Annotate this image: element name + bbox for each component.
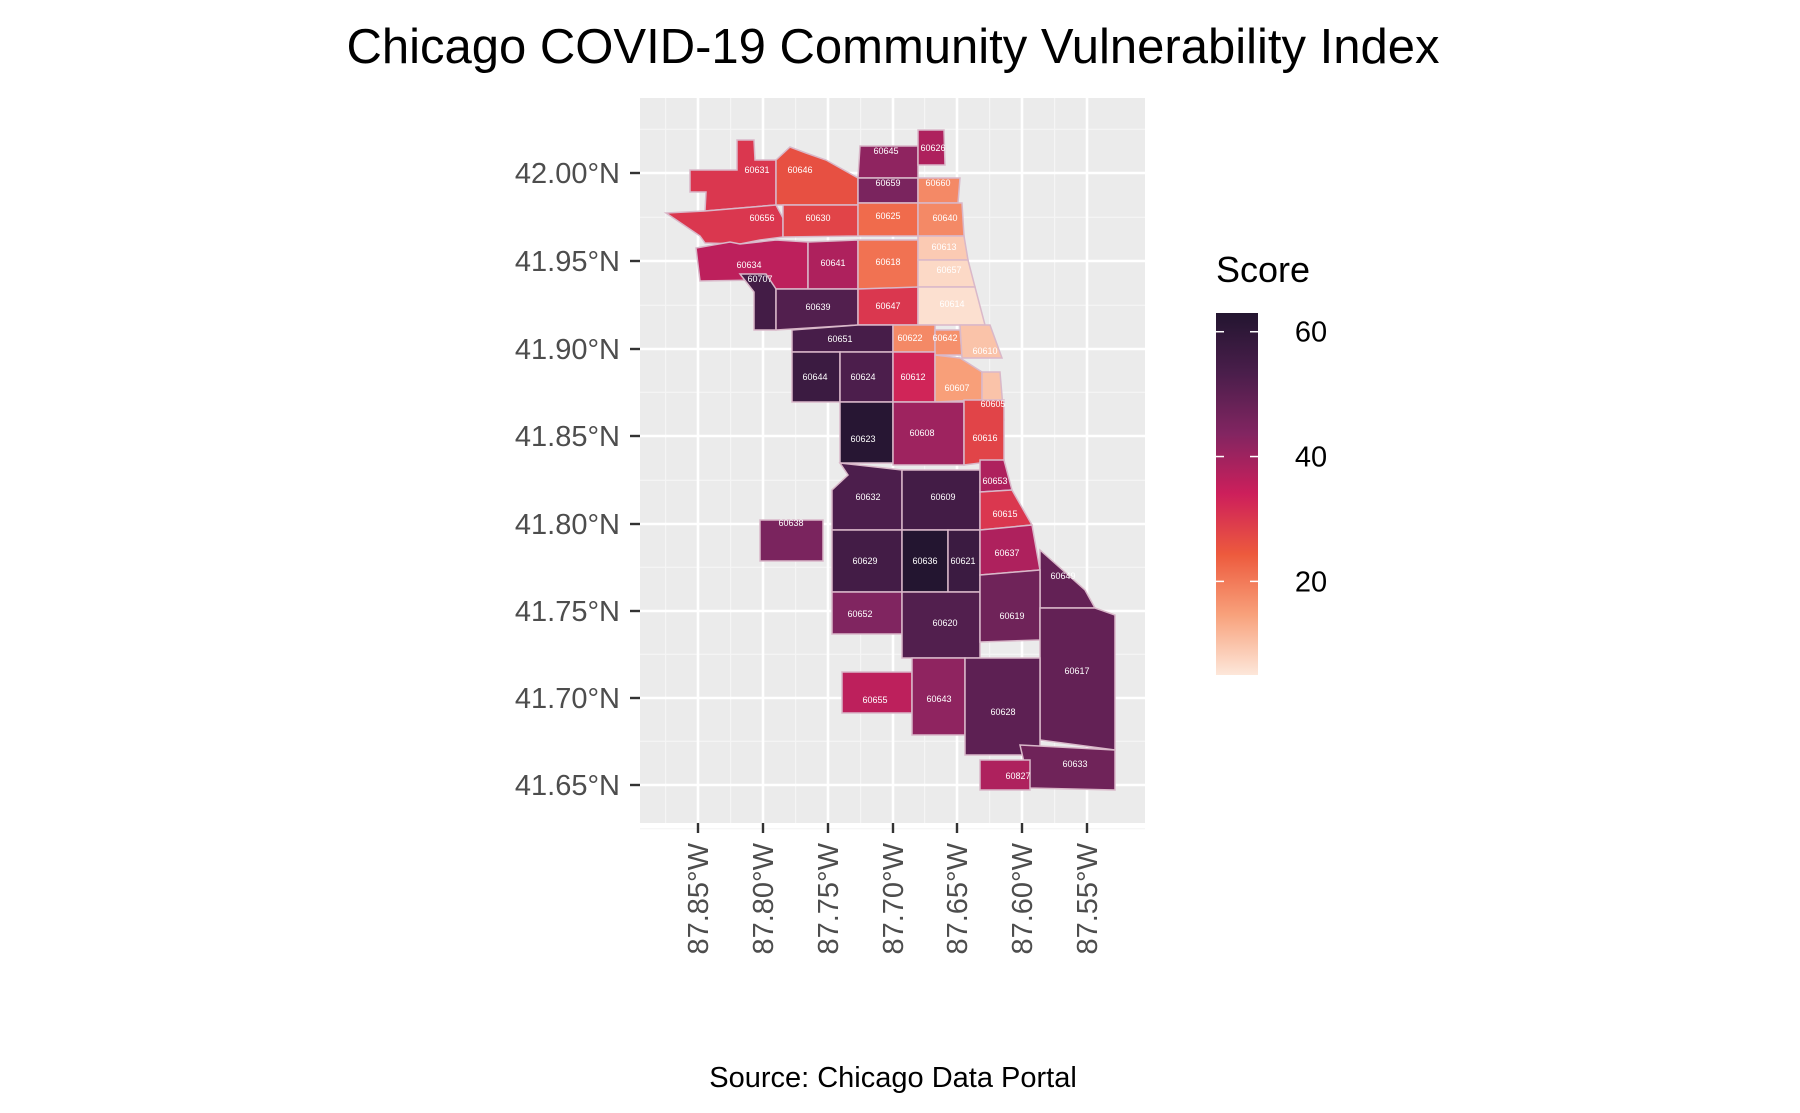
- zip-label-60642: 60642: [932, 333, 957, 343]
- zip-label-60616: 60616: [972, 433, 997, 443]
- zip-regions: [663, 129, 1116, 791]
- zip-region-60655: [841, 671, 913, 714]
- zip-label-60640: 60640: [932, 213, 957, 223]
- zip-label-60656: 60656: [749, 213, 774, 223]
- zip-region-60638: [759, 519, 824, 562]
- zip-label-60638: 60638: [778, 518, 803, 528]
- zip-label-60646: 60646: [787, 165, 812, 175]
- zip-label-60615: 60615: [992, 509, 1017, 519]
- legend: Score 20 40 60: [1216, 249, 1327, 675]
- x-tick-label: 87.70°W: [878, 842, 910, 954]
- zip-label-60629: 60629: [852, 556, 877, 566]
- x-axis: 87.85°W 87.80°W 87.75°W 87.70°W 87.65°W 87.60…: [683, 823, 1104, 955]
- x-tick-label: 87.60°W: [1007, 842, 1039, 954]
- zip-label-60639: 60639: [805, 302, 830, 312]
- legend-colorbar: [1216, 313, 1258, 675]
- x-tick-label: 87.65°W: [942, 842, 974, 954]
- zip-label-60649: 60649: [1050, 571, 1075, 581]
- zip-label-60659: 60659: [875, 178, 900, 188]
- zip-label-60628: 60628: [990, 707, 1015, 717]
- y-tick-label: 41.75°N: [515, 596, 620, 628]
- zip-label-60645: 60645: [873, 146, 898, 156]
- zip-label-60660: 60660: [925, 178, 950, 188]
- zip-label-60631: 60631: [744, 165, 769, 175]
- chart-caption: Source: Chicago Data Portal: [709, 1062, 1077, 1094]
- y-tick-label: 41.95°N: [515, 246, 620, 278]
- zip-label-60625: 60625: [875, 211, 900, 221]
- zip-label-60622: 60622: [897, 333, 922, 343]
- zip-label-60620: 60620: [932, 618, 957, 628]
- zip-region-60610: [959, 324, 1004, 359]
- zip-label-60637: 60637: [994, 548, 1019, 558]
- zip-region-60617: [1039, 607, 1116, 751]
- zip-region-60619: [979, 569, 1041, 643]
- x-tick-label: 87.75°W: [813, 842, 845, 954]
- zip-region-60827: [979, 759, 1031, 791]
- y-tick-label: 41.80°N: [515, 509, 620, 541]
- legend-tick-label: 20: [1295, 566, 1327, 598]
- zip-region-60626: [917, 129, 946, 166]
- zip-label-60632: 60632: [855, 492, 880, 502]
- zip-label-60613: 60613: [931, 242, 956, 252]
- zip-label-60608: 60608: [909, 428, 934, 438]
- zip-label-60647: 60647: [875, 301, 900, 311]
- zip-label-60652: 60652: [847, 609, 872, 619]
- chart-title: Chicago COVID-19 Community Vulnerability…: [347, 20, 1440, 74]
- legend-tick-label: 60: [1295, 317, 1327, 349]
- y-tick-label: 41.90°N: [515, 334, 620, 366]
- zip-region-60623: [839, 401, 894, 464]
- y-tick-label: 41.70°N: [515, 683, 620, 715]
- y-tick-label: 42.00°N: [515, 158, 620, 190]
- legend-title: Score: [1216, 249, 1310, 290]
- zip-label-60641: 60641: [820, 258, 845, 268]
- zip-label-60626: 60626: [920, 143, 945, 153]
- zip-label-60612: 60612: [900, 372, 925, 382]
- zip-label-60651: 60651: [827, 334, 852, 344]
- zip-label-60624: 60624: [850, 372, 875, 382]
- zip-label-60623: 60623: [850, 434, 875, 444]
- zip-label-60614: 60614: [939, 299, 964, 309]
- y-tick-label: 41.85°N: [515, 421, 620, 453]
- x-tick-label: 87.80°W: [748, 842, 780, 954]
- zip-label-60618: 60618: [875, 257, 900, 267]
- zip-label-60617: 60617: [1064, 666, 1089, 676]
- legend-ticks: 20 40 60: [1216, 317, 1327, 598]
- zip-label-60621: 60621: [950, 556, 975, 566]
- zip-label-60609: 60609: [930, 492, 955, 502]
- zip-label-60634: 60634: [736, 260, 761, 270]
- zip-label-60707: 60707: [747, 274, 772, 284]
- zip-label-60605: 60605: [980, 399, 1005, 409]
- zip-label-60633: 60633: [1062, 759, 1087, 769]
- zip-label-60636: 60636: [912, 556, 937, 566]
- zip-labels: 60631 60646 60645 60626 60659 60660 60656 60630…: [736, 143, 1089, 781]
- zip-label-60657: 60657: [936, 265, 961, 275]
- zip-label-60610: 60610: [972, 346, 997, 356]
- zip-label-60643: 60643: [926, 694, 951, 704]
- y-axis: 41.65°N 41.70°N 41.75°N 41.80°N 41.85°N 41.90…: [515, 158, 640, 802]
- zip-label-60653: 60653: [982, 476, 1007, 486]
- zip-label-60644: 60644: [802, 372, 827, 382]
- x-tick-label: 87.55°W: [1072, 842, 1104, 954]
- zip-label-60607: 60607: [944, 383, 969, 393]
- zip-label-60655: 60655: [862, 695, 887, 705]
- zip-label-60827: 60827: [1005, 771, 1030, 781]
- zip-region-60656: [663, 204, 784, 245]
- legend-tick-label: 40: [1295, 442, 1327, 474]
- zip-label-60619: 60619: [999, 611, 1024, 621]
- zip-label-60630: 60630: [805, 213, 830, 223]
- y-tick-label: 41.65°N: [515, 770, 620, 802]
- x-tick-label: 87.85°W: [683, 842, 715, 954]
